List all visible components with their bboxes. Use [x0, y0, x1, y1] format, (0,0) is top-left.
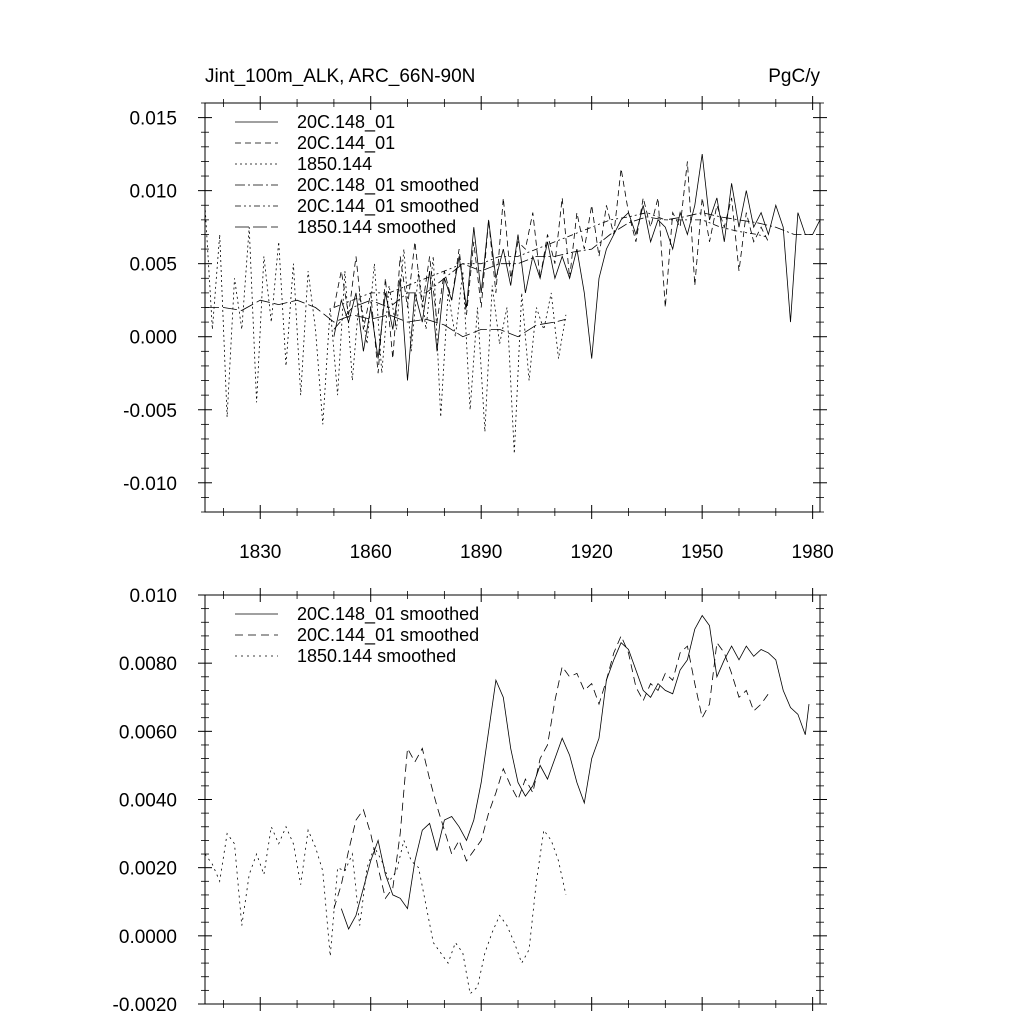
- bottom-series-line-2: [333, 634, 769, 909]
- top-series-layer: [204, 154, 821, 454]
- top-legend-label-2: 20C.144_01: [297, 133, 395, 154]
- top-x-tick-label: 1860: [350, 542, 392, 563]
- top-series-line-6: [205, 299, 567, 338]
- bottom-axis-ticks: [198, 588, 827, 1011]
- top-panel-units: PgC/y: [768, 66, 820, 87]
- top-x-tick-label: 1830: [239, 542, 281, 563]
- top-panel-title: Jint_100m_ALK, ARC_66N-90N: [205, 66, 475, 87]
- bottom-y-tick-label: 0.0080: [119, 654, 177, 675]
- top-x-tick-label: 1920: [571, 542, 613, 563]
- bottom-series-line-3: [204, 825, 567, 995]
- top-y-tick-label: 0.010: [129, 182, 177, 203]
- top-y-tick-label: 0.015: [129, 109, 177, 130]
- bottom-y-tick-label: 0.010: [129, 586, 177, 607]
- bottom-y-tick-label: -0.0020: [113, 995, 177, 1016]
- top-x-tick-label: 1980: [791, 542, 833, 563]
- bottom-series-line-1: [340, 614, 810, 930]
- top-y-tick-label: 0.000: [129, 328, 177, 349]
- top-legend-label-1: 20C.148_01: [297, 112, 395, 133]
- top-x-tick-label: 1890: [460, 542, 502, 563]
- top-y-axis-labels: -0.010 -0.005 0.000 0.005 0.010 0.015: [123, 109, 177, 495]
- top-plot-frame: [204, 102, 821, 513]
- bottom-y-tick-label: 0.0040: [119, 791, 177, 812]
- top-x-tick-label: 1950: [681, 542, 723, 563]
- bottom-legend-label-1: 20C.148_01 smoothed: [297, 604, 479, 625]
- top-x-axis-labels: 1830 1860 1890 1920 1950 1980: [239, 542, 834, 563]
- bottom-panel: -0.0020 0.0000 0.0020 0.0040 0.0060 0.0080 0.0…: [113, 586, 827, 1016]
- bottom-legend-label-3: 1850.144 smoothed: [297, 646, 456, 666]
- top-axis-ticks: [198, 96, 827, 519]
- top-y-tick-label: 0.005: [129, 255, 177, 276]
- top-series-line-2: [333, 161, 769, 374]
- top-legend-label-3: 1850.144: [297, 154, 372, 174]
- bottom-legend-label-2: 20C.144_01 smoothed: [297, 625, 479, 646]
- top-legend-label-6: 1850.144 smoothed: [297, 217, 456, 237]
- top-panel: Jint_100m_ALK, ARC_66N-90N PgC/y -0.010-…: [123, 66, 834, 563]
- bottom-y-tick-label: 0.0000: [119, 927, 177, 948]
- bottom-y-axis-labels: -0.0020 0.0000 0.0020 0.0040 0.0060 0.0080 0.0…: [113, 586, 177, 1016]
- top-legend-label-4: 20C.148_01 smoothed: [297, 175, 479, 196]
- bottom-y-tick-label: 0.0020: [119, 859, 177, 880]
- top-legend-label-5: 20C.144_01 smoothed: [297, 196, 479, 217]
- top-series-line-4: [333, 212, 813, 330]
- top-y-tick-label: -0.010: [123, 474, 177, 495]
- top-series-line-5: [333, 212, 769, 308]
- top-series-line-3: [204, 205, 567, 454]
- top-y-tick-label: -0.005: [123, 401, 177, 422]
- bottom-plot-frame: [204, 594, 821, 1005]
- bottom-y-tick-label: 0.0060: [119, 722, 177, 743]
- bottom-series-layer: [204, 614, 810, 995]
